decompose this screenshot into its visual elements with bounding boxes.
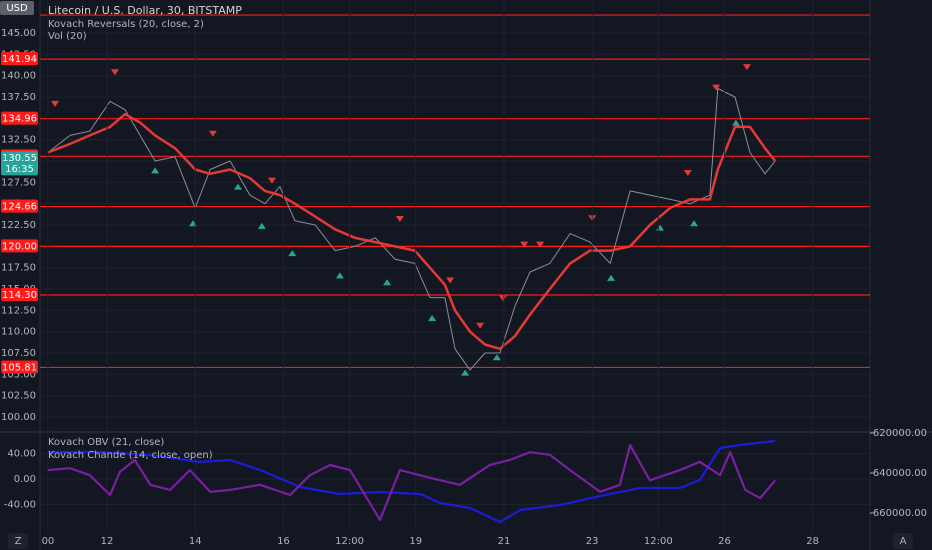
reversal-marker xyxy=(110,69,119,76)
reversal-marker xyxy=(536,241,545,248)
y-tick-label: 117.50 xyxy=(1,263,36,274)
x-tick-label: 00 xyxy=(42,536,55,547)
x-tick-label: 28 xyxy=(806,536,819,547)
legend-entry: Kovach Chande (14, close, open) xyxy=(48,450,213,461)
y-tick-label: 0.00 xyxy=(14,474,36,485)
reversal-marker xyxy=(683,169,692,176)
y2-tick-label: -660000.00 xyxy=(869,508,927,519)
reversal-marker xyxy=(690,220,699,227)
y-tick-label: 102.50 xyxy=(1,391,36,402)
reversal-marker xyxy=(607,274,616,281)
legend-entry: Kovach Reversals (20, close, 2) xyxy=(48,19,204,30)
reversal-marker xyxy=(712,84,721,91)
y-tick-label: 137.50 xyxy=(1,92,36,103)
level-label: 134.96 xyxy=(2,114,37,125)
level-label: 105.81 xyxy=(2,362,37,373)
reversal-marker xyxy=(335,272,344,279)
reversal-marker xyxy=(742,64,751,71)
legend-entry: Kovach OBV (21, close) xyxy=(48,437,164,448)
series-line xyxy=(47,88,776,371)
y-tick-label: -40.00 xyxy=(4,500,36,511)
reversal-marker xyxy=(499,295,508,302)
x-tick-label: 26 xyxy=(718,536,731,547)
annotation: Vol (20) xyxy=(48,31,87,42)
reversal-marker xyxy=(151,167,160,174)
x-tick-label: 12:00 xyxy=(644,536,673,547)
currency: USD xyxy=(6,3,28,14)
last-price-label: 130.55 xyxy=(2,153,37,164)
level-label: 114.30 xyxy=(2,290,37,301)
reversal-marker xyxy=(208,130,217,137)
chart-title: Litecoin / U.S. Dollar, 30, BITSTAMP xyxy=(48,4,242,17)
reversal-marker xyxy=(234,183,243,190)
button-label[interactable]: Z xyxy=(15,536,22,547)
series-line xyxy=(47,439,776,524)
level-label: 141.94 xyxy=(2,54,37,65)
y2-tick-label: -640000.00 xyxy=(869,468,927,479)
reversal-marker xyxy=(492,354,501,361)
level-label: 120.00 xyxy=(2,241,37,252)
reversal-marker xyxy=(383,279,392,286)
reversal-marker xyxy=(446,277,455,284)
level-label-box xyxy=(1,52,38,66)
x-tick-label: 19 xyxy=(409,536,422,547)
level-label-box xyxy=(1,111,38,125)
level-label: 124.66 xyxy=(2,202,37,213)
series-line xyxy=(47,112,777,351)
currency-box xyxy=(0,1,34,15)
x-tick-label: 12 xyxy=(101,536,114,547)
reversal-marker xyxy=(257,222,266,229)
reversal-marker xyxy=(461,369,470,376)
y-tick-label: 110.00 xyxy=(1,327,36,338)
level-label-box xyxy=(1,199,38,213)
reversal-marker xyxy=(731,119,740,126)
x-tick-label: 16 xyxy=(277,536,290,547)
level-label-box xyxy=(1,239,38,253)
reversal-marker xyxy=(520,241,529,248)
y-tick-label: 127.50 xyxy=(1,177,36,188)
y-tick-label: 145.00 xyxy=(1,28,36,39)
reversal-marker xyxy=(288,250,297,257)
reversal-marker xyxy=(428,315,437,322)
level-label-box xyxy=(1,360,38,374)
reversal-marker xyxy=(395,216,404,223)
y-tick-label: 105.00 xyxy=(1,369,36,380)
last-price-box xyxy=(1,151,38,176)
x-tick-label: 21 xyxy=(498,536,511,547)
series-line xyxy=(47,444,777,521)
level-label-box xyxy=(1,287,38,301)
x-tick-label: 14 xyxy=(189,536,202,547)
y-tick-label: 140.00 xyxy=(1,71,36,82)
x-tick-label: 12:00 xyxy=(335,536,364,547)
y-tick-label: 122.50 xyxy=(1,220,36,231)
y2-tick-label: -620000.00 xyxy=(869,428,927,439)
button[interactable] xyxy=(8,533,28,549)
x-tick-label: 23 xyxy=(586,536,599,547)
reversal-marker xyxy=(267,177,276,184)
y-tick-label: 112.50 xyxy=(1,305,36,316)
reversal-marker xyxy=(50,100,59,107)
y-tick-label: 107.50 xyxy=(1,348,36,359)
y-tick-label: 100.00 xyxy=(1,412,36,423)
reversal-marker xyxy=(476,322,485,329)
countdown: 16:35 xyxy=(5,164,34,175)
y-tick-label: 40.00 xyxy=(7,449,36,460)
button-label[interactable]: A xyxy=(900,536,907,547)
button[interactable] xyxy=(893,533,913,549)
y-tick-label: 132.50 xyxy=(1,135,36,146)
